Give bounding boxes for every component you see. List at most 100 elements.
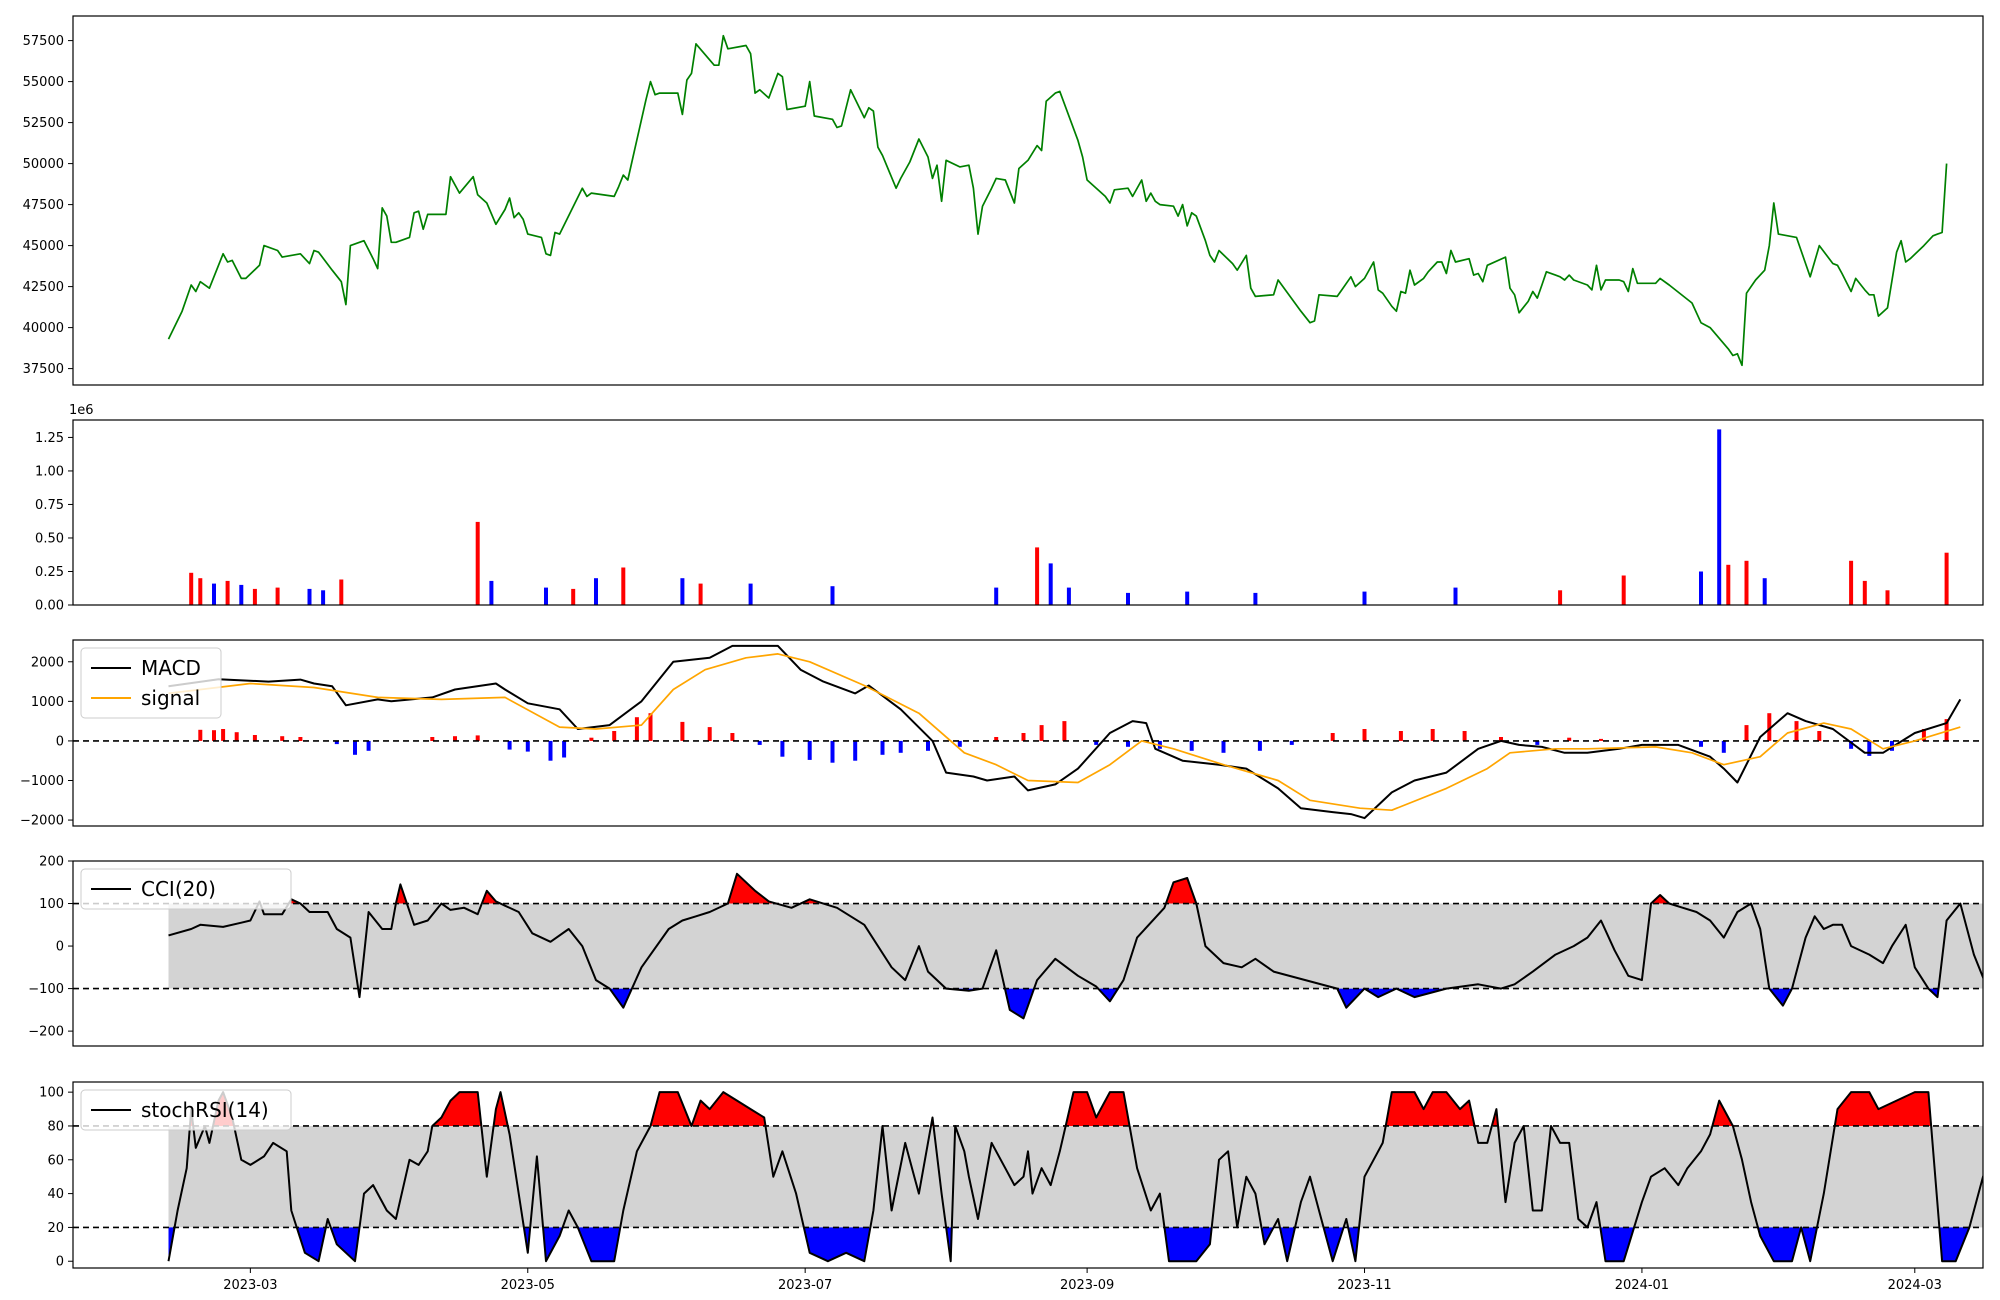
macd-line — [168, 644, 1962, 820]
y-tick-label: 80 — [47, 1119, 64, 1134]
histogram-bar — [926, 740, 930, 751]
histogram-bar — [1462, 731, 1467, 741]
histogram-bar — [648, 713, 653, 741]
histogram-bar — [612, 731, 617, 741]
histogram-bar — [453, 736, 457, 741]
volume-bar — [198, 578, 203, 605]
histogram-bar — [1699, 740, 1703, 747]
volume-bar — [1862, 580, 1867, 605]
y-tick-label: 100 — [39, 1086, 64, 1101]
plot-frame — [72, 860, 1984, 1047]
volume-bar — [571, 588, 576, 605]
plot-frame — [72, 639, 1984, 827]
indicator-line — [167, 1091, 1983, 1263]
legend-label: signal — [141, 686, 200, 710]
oversold-fill — [168, 1227, 1983, 1262]
histogram-bar — [1189, 740, 1194, 751]
y-tick-label: 0 — [56, 940, 64, 955]
volume-bar — [1726, 564, 1731, 605]
y-tick-label: 50000 — [23, 157, 64, 172]
histogram-bar — [1221, 740, 1226, 753]
histogram-bar — [212, 730, 216, 741]
indicator-line — [168, 872, 1983, 1020]
plot-frame — [72, 1081, 1984, 1269]
volume-panel: 0.00 0.25 0.50 0.75 1.00 1.25 1e6 — [35, 403, 1984, 614]
y-tick-label: 0.75 — [35, 498, 64, 513]
y-tick-label: 60 — [47, 1153, 64, 1168]
volume-bar — [1762, 578, 1767, 605]
volume-bar — [1885, 590, 1890, 605]
histogram-bar — [1257, 740, 1262, 751]
histogram-bar — [507, 740, 512, 750]
histogram-bar — [853, 740, 858, 761]
y-tick-label: 37500 — [23, 362, 64, 377]
y-tick-label: 42500 — [23, 280, 64, 295]
histogram-bar — [1567, 737, 1572, 741]
plot-frame — [72, 419, 1984, 606]
volume-bar — [189, 572, 194, 605]
x-tick-label: 2023-11 — [1337, 1278, 1391, 1293]
legend-box — [80, 1089, 292, 1131]
histogram-bar — [730, 733, 735, 741]
volume-bar — [239, 584, 244, 605]
histogram-bar — [1867, 740, 1872, 756]
legend-label: MACD — [141, 656, 201, 680]
volume-bar — [1849, 560, 1854, 605]
histogram-bar — [298, 737, 303, 741]
volume-bar — [321, 590, 326, 605]
histogram-bar — [1062, 721, 1067, 741]
overbought-fill — [168, 1092, 1983, 1126]
cci-panel: −200 −100 0 100 200 CCI(20) — [28, 855, 1984, 1047]
y-tick-label: −2000 — [20, 814, 64, 829]
y-tick-label: 2000 — [31, 655, 64, 670]
volume-bar — [680, 578, 685, 605]
histogram-bar — [680, 721, 685, 741]
y-tick-label: 55000 — [23, 75, 64, 90]
y-tick-label: −200 — [28, 1025, 64, 1040]
volume-bar — [1126, 592, 1130, 605]
legend-label: stochRSI(14) — [141, 1098, 269, 1122]
histogram-bar — [353, 740, 357, 755]
signal-line — [168, 653, 1961, 812]
x-tick-label: 2024-01 — [1615, 1278, 1669, 1293]
x-tick-label: 2024-03 — [1888, 1278, 1942, 1293]
volume-bar — [1944, 552, 1949, 605]
oversold-fill — [168, 988, 1983, 1019]
histogram-bar — [430, 737, 435, 741]
volume-bar — [475, 521, 480, 605]
volume-bar — [1744, 560, 1749, 605]
y-tick-label: 1.00 — [35, 464, 64, 479]
histogram-bar — [366, 740, 371, 751]
histogram-bar — [234, 732, 239, 741]
y-tick-label: −1000 — [20, 774, 64, 789]
stochrsi-panel: 0 20 40 60 80 100 stochRSI(14) 2023-03 2023-05 20… — [39, 1081, 1984, 1293]
volume-bar — [1253, 592, 1258, 605]
histogram-bar — [880, 740, 885, 755]
x-tick-label: 2023-07 — [778, 1278, 832, 1293]
plot-frame — [72, 15, 1984, 386]
volume-bar — [1717, 429, 1722, 605]
overbought-fill — [168, 873, 1983, 904]
y-tick-label: 20 — [47, 1221, 64, 1236]
histogram-bar — [525, 740, 530, 752]
y-tick-label: 1000 — [31, 695, 64, 710]
y-tick-label: 40000 — [23, 321, 64, 336]
histogram-bar — [589, 737, 594, 741]
histogram-bar — [1944, 719, 1949, 741]
legend: stochRSI(14) — [80, 1089, 292, 1131]
y-tick-label: 0 — [56, 734, 64, 749]
histogram-bar — [1094, 740, 1099, 745]
histogram-bar — [807, 740, 812, 760]
y-tick-label: 1.25 — [35, 431, 64, 446]
volume-bar — [225, 580, 230, 605]
volume-bar — [307, 588, 312, 605]
legend-box — [80, 647, 222, 719]
histogram-bar — [898, 740, 903, 753]
y-tick-label: 0.25 — [35, 565, 64, 580]
volume-bar — [489, 580, 494, 605]
histogram-bar — [198, 729, 203, 741]
histogram-bar — [957, 740, 962, 747]
legend-label: CCI(20) — [141, 877, 216, 901]
histogram-bar — [830, 740, 835, 763]
